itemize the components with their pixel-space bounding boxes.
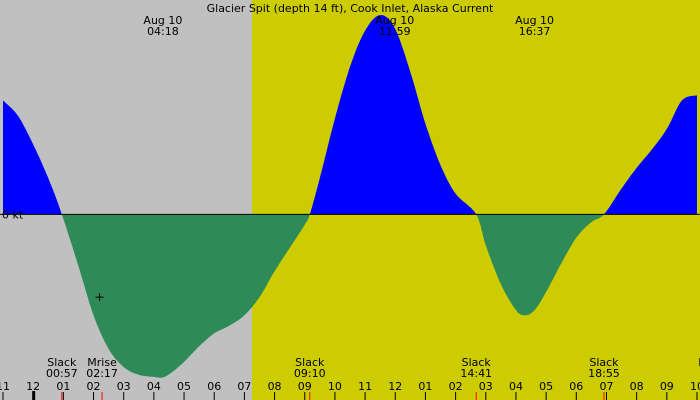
cursor-marker <box>95 293 104 302</box>
ebb-current-area <box>3 214 697 378</box>
hour-tick: 07 <box>599 380 613 400</box>
bottom-event-time: 00:57 <box>46 367 78 380</box>
hour-tick: 06 <box>569 380 583 400</box>
midnight-marker <box>32 391 36 400</box>
hour-tick-label: 03 <box>117 380 131 393</box>
hour-tick-label: 02 <box>87 380 101 393</box>
top-event-time: 16:37 <box>519 25 551 38</box>
hour-tick: 11 <box>0 380 10 400</box>
hour-tick: 09 <box>298 380 312 400</box>
hour-tick: 04 <box>509 380 523 400</box>
hour-tick: 01 <box>56 380 70 400</box>
hour-tick-label: 04 <box>147 380 161 393</box>
hour-tick: 05 <box>539 380 553 400</box>
hour-tick: 07 <box>237 380 251 400</box>
bottom-event-time: 14:41 <box>460 367 492 380</box>
hour-tick-label: 01 <box>56 380 70 393</box>
hour-tick: 04 <box>147 380 161 400</box>
bottom-event-time: 18:55 <box>588 367 620 380</box>
hour-tick-label: 06 <box>569 380 583 393</box>
hour-tick-label: 12 <box>26 380 40 393</box>
bottom-event-label: Slack <box>462 356 492 369</box>
hour-tick: 02 <box>449 380 463 400</box>
hour-tick: 09 <box>660 380 674 400</box>
bottom-event-label: Slack <box>589 356 619 369</box>
hour-tick-label: 05 <box>177 380 191 393</box>
top-event-date: Aug 10 <box>375 14 414 27</box>
hour-tick: 12 <box>388 380 402 400</box>
hour-tick-label: 08 <box>630 380 644 393</box>
hour-tick-label: 08 <box>268 380 282 393</box>
hour-tick: 11 <box>358 380 372 400</box>
hour-tick: 08 <box>630 380 644 400</box>
hour-tick: 10 <box>690 380 700 400</box>
bottom-event-label: Slack <box>295 356 325 369</box>
top-event-time: 11:59 <box>379 25 411 38</box>
bottom-event-labels: Slack00:57Mrise02:17Slack09:10Slack14:41… <box>46 356 700 400</box>
top-event-time: 04:18 <box>147 25 179 38</box>
hour-tick-label: 06 <box>207 380 221 393</box>
hour-axis: 11 12 01 02 03 04 05 06 07 08 09 10 11 12 01 02 03 04 05 06… <box>0 380 700 400</box>
hour-tick-label: 02 <box>449 380 463 393</box>
chart-title: Glacier Spit (depth 14 ft), Cook Inlet, … <box>207 2 494 15</box>
hour-tick-label: 01 <box>418 380 432 393</box>
bottom-event-label: Mrise <box>87 356 117 369</box>
top-event-date: Aug 10 <box>143 14 182 27</box>
hour-tick: 01 <box>418 380 432 400</box>
hour-tick: 10 <box>328 380 342 400</box>
hour-tick-label: 07 <box>599 380 613 393</box>
hour-tick: 08 <box>268 380 282 400</box>
hour-tick: 02 <box>87 380 101 400</box>
hour-tick-label: 04 <box>509 380 523 393</box>
hour-tick: 06 <box>207 380 221 400</box>
hour-tick-label: 11 <box>358 380 372 393</box>
hour-tick-label: 05 <box>539 380 553 393</box>
hour-tick: 03 <box>479 380 493 400</box>
hour-tick-label: 12 <box>388 380 402 393</box>
hour-tick-label: 10 <box>690 380 700 393</box>
bottom-event-time: 02:17 <box>86 367 118 380</box>
bottom-event-label: Slack <box>47 356 77 369</box>
crosshair-marker <box>95 293 104 302</box>
hour-tick-label: 03 <box>479 380 493 393</box>
hour-tick-label: 07 <box>237 380 251 393</box>
flood-current-area <box>3 15 697 215</box>
hour-tick: 05 <box>177 380 191 400</box>
zero-label: 0 kt <box>2 208 24 221</box>
hour-tick-label: 11 <box>0 380 10 393</box>
hour-tick-label: 09 <box>298 380 312 393</box>
hour-tick-label: 10 <box>328 380 342 393</box>
top-event-date: Aug 10 <box>515 14 554 27</box>
bottom-event-label: M <box>698 356 700 369</box>
hour-tick: 03 <box>117 380 131 400</box>
bottom-event-time: 09:10 <box>294 367 326 380</box>
hour-tick-label: 09 <box>660 380 674 393</box>
